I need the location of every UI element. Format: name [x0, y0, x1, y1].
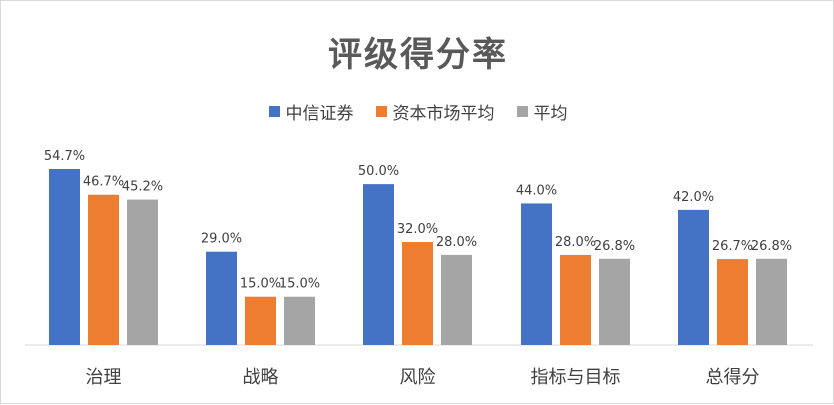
x-tick-label-1: 战略 — [243, 367, 279, 388]
bar-series-0-0 — [49, 169, 80, 345]
bar-series-2-2 — [441, 254, 472, 345]
legend: 中信证券 资本市场平均 平均 — [1, 99, 834, 124]
bar-series-1-4 — [717, 259, 748, 345]
data-label-series-0-3: 44.0% — [516, 183, 557, 198]
data-label-series-1-0: 46.7% — [83, 175, 124, 190]
chart-title: 评级得分率 — [328, 35, 508, 75]
bar-series-2-1 — [284, 296, 315, 345]
bar-series-0-4 — [678, 209, 709, 345]
data-label-series-1-4: 26.7% — [712, 239, 753, 254]
bar-series-0-3 — [521, 203, 552, 345]
legend-swatch-series-0 — [268, 106, 280, 117]
bar-series-1-1 — [245, 296, 276, 345]
data-label-series-2-1: 15.0% — [279, 277, 320, 292]
data-label-series-1-1: 15.0% — [240, 277, 281, 292]
data-label-series-2-4: 26.8% — [751, 239, 792, 254]
bar-series-0-1 — [206, 251, 237, 345]
data-label-series-1-3: 28.0% — [555, 235, 596, 250]
legend-label-series-1: 资本市场平均 — [392, 104, 495, 124]
data-label-series-1-2: 32.0% — [397, 222, 438, 237]
bar-series-1-2 — [402, 242, 433, 345]
legend-item-series-1: 资本市场平均 — [375, 99, 495, 124]
data-label-series-0-0: 54.7% — [44, 149, 85, 164]
bar-series-2-3 — [599, 258, 630, 345]
legend-item-series-0: 中信证券 — [268, 99, 354, 124]
legend-item-series-2: 平均 — [516, 99, 568, 124]
legend-swatch-series-1 — [375, 106, 387, 117]
bar-series-1-3 — [560, 254, 591, 345]
data-label-series-2-2: 28.0% — [436, 235, 477, 250]
bar-series-1-0 — [88, 194, 119, 345]
data-label-series-0-1: 29.0% — [201, 232, 242, 247]
bar-series-2-4 — [756, 258, 787, 345]
x-tick-label-0: 治理 — [86, 367, 122, 388]
legend-label-series-0: 中信证券 — [285, 104, 354, 124]
x-tick-label-3: 指标与目标 — [531, 367, 621, 388]
bar-series-2-0 — [127, 199, 158, 345]
data-label-series-0-4: 42.0% — [673, 190, 714, 205]
x-tick-label-2: 风险 — [400, 367, 436, 388]
bar-series-0-2 — [363, 184, 394, 345]
x-tick-label-4: 总得分 — [706, 367, 760, 388]
legend-swatch-series-2 — [516, 106, 528, 117]
legend-label-series-2: 平均 — [533, 104, 568, 124]
data-label-series-2-0: 45.2% — [122, 180, 163, 195]
data-label-series-2-3: 26.8% — [594, 239, 635, 254]
data-label-series-0-2: 50.0% — [358, 164, 399, 179]
